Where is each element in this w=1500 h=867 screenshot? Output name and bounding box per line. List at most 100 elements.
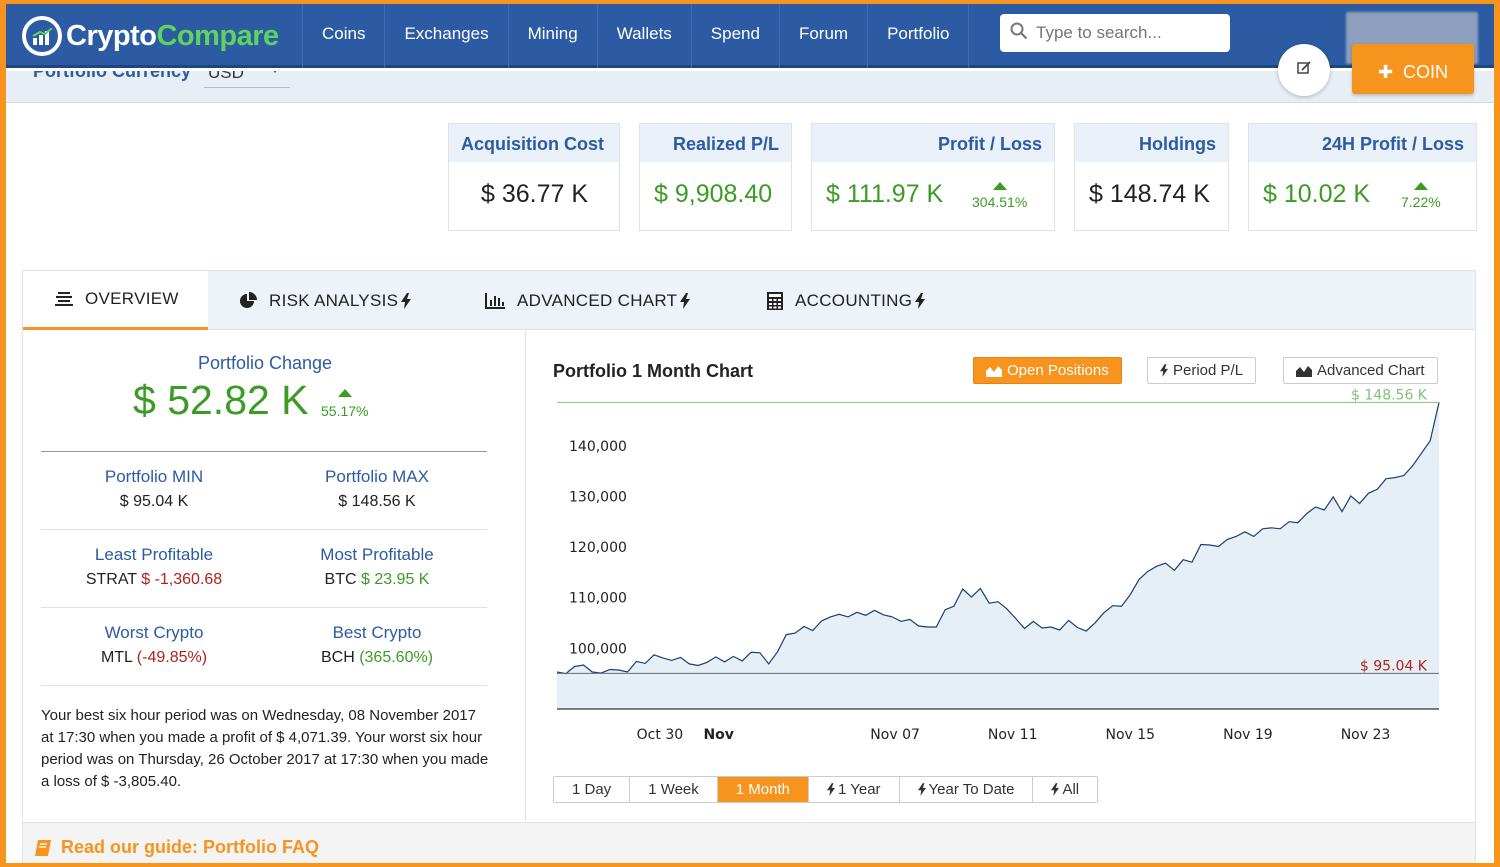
tab-accounting[interactable]: ACCOUNTING: [767, 271, 926, 330]
portfolio-line-chart: 90,000100,000110,000120,000130,000140,00…: [556, 387, 1440, 743]
range-1-day[interactable]: 1 Day: [554, 777, 631, 802]
card-label: Acquisition Cost: [449, 124, 619, 162]
six-hour-period-summary: Your best six hour period was on Wednesd…: [41, 707, 489, 790]
card-24h-profit-loss: 24H Profit / Loss $ 10.02 K 7.22%: [1248, 123, 1477, 231]
stat-label: Most Profitable: [320, 545, 434, 564]
x-tick-label: Nov 07: [870, 727, 920, 743]
area-chart-icon: [986, 364, 1002, 377]
open-positions-button[interactable]: Open Positions: [973, 357, 1122, 384]
portfolio-currency-select[interactable]: USD ▼: [204, 71, 290, 88]
search-icon: [1010, 22, 1028, 45]
add-coin-label: COIN: [1403, 62, 1449, 82]
open-positions-label: Open Positions: [1007, 362, 1109, 379]
worst-crypto: Worst Crypto MTL (-49.85%): [43, 623, 265, 667]
portfolio-min: Portfolio MIN $ 95.04 K: [43, 467, 265, 511]
chart-series-area: [557, 402, 1439, 709]
nav-spend[interactable]: Spend: [690, 4, 779, 68]
x-tick-label: Nov: [703, 727, 733, 743]
portfolio-faq-label: Read our guide: Portfolio FAQ: [61, 837, 319, 857]
range-1-month[interactable]: 1 Month: [717, 777, 809, 802]
range-1-week[interactable]: 1 Week: [630, 777, 718, 802]
card-pct: 7.22%: [1401, 182, 1441, 210]
tab-advanced-chart-label: ADVANCED CHART: [517, 290, 678, 310]
divider: [41, 529, 487, 530]
up-arrow-icon: [992, 182, 1007, 190]
card-value: $ 10.02 K: [1263, 180, 1371, 208]
stat-value: MTL (-49.85%): [100, 649, 208, 666]
x-tick-label: Oct 30: [637, 727, 683, 743]
brand-name: CryptoCompare: [66, 19, 279, 52]
plus-icon: ✚: [1377, 62, 1394, 82]
x-tick-label: Nov 11: [988, 727, 1038, 743]
tab-overview-label: OVERVIEW: [85, 289, 179, 308]
top-navbar: CryptoCompare Coins Exchanges Mining Wal…: [6, 4, 1494, 68]
portfolio-faq-link[interactable]: Read our guide: Portfolio FAQ: [35, 837, 319, 858]
advanced-chart-button[interactable]: Advanced Chart: [1283, 357, 1438, 384]
bolt-icon: [917, 783, 926, 796]
range-1-year[interactable]: 1 Year: [808, 777, 900, 802]
add-coin-button[interactable]: ✚ COIN: [1352, 44, 1474, 94]
chart-area: Portfolio 1 Month Chart Open Positions P…: [527, 331, 1475, 821]
stat-label: Portfolio MAX: [325, 467, 429, 486]
portfolio-change-pct: 55.17%: [321, 389, 368, 419]
period-pl-button[interactable]: Period P/L: [1147, 357, 1257, 384]
search-box: [1000, 14, 1230, 52]
bolt-icon: [680, 292, 691, 309]
nav-forum[interactable]: Forum: [778, 4, 867, 68]
caret-down-icon: ▼: [270, 71, 280, 76]
tab-bar: OVERVIEW RISK ANALYSIS ADVANCED CHART: [23, 271, 1475, 330]
card-label: Holdings: [1075, 124, 1228, 162]
nav-wallets[interactable]: Wallets: [596, 4, 691, 68]
card-label: Profit / Loss: [812, 124, 1054, 162]
edit-portfolio-button[interactable]: [1278, 44, 1330, 96]
portfolio-change-label: Portfolio Change: [197, 353, 333, 373]
x-tick-label: Nov 23: [1341, 727, 1391, 743]
card-value: $ 36.77 K: [481, 180, 589, 208]
stat-label: Best Crypto: [332, 623, 422, 642]
nav-exchanges[interactable]: Exchanges: [384, 4, 507, 68]
y-tick-label: 130,000: [569, 489, 627, 505]
chart-title: Portfolio 1 Month Chart: [553, 361, 753, 381]
portfolio-currency-label: Portfolio Currency: [33, 71, 192, 81]
brand-logo[interactable]: CryptoCompare: [22, 14, 279, 58]
tab-overview[interactable]: OVERVIEW: [23, 271, 208, 330]
bolt-icon: [401, 292, 412, 309]
stat-value: BTC $ 23.95 K: [324, 571, 430, 588]
portfolio-panel: OVERVIEW RISK ANALYSIS ADVANCED CHART: [22, 270, 1476, 863]
card-pct: 304.51%: [972, 182, 1027, 210]
min-reference-label: $ 95.04 K: [1360, 658, 1428, 674]
tab-accounting-label: ACCOUNTING: [795, 290, 913, 310]
portfolio-subbar: Portfolio Currency USD ▼: [6, 71, 1494, 103]
up-arrow-icon: [1413, 182, 1428, 190]
y-tick-label: 110,000: [569, 591, 627, 607]
period-pl-label: Period P/L: [1173, 362, 1244, 379]
bolt-icon: [1160, 364, 1168, 377]
divider: [41, 607, 487, 608]
search-input[interactable]: [1036, 23, 1216, 43]
range-year-to-date[interactable]: Year To Date: [899, 777, 1034, 802]
pie-chart-icon: [239, 291, 257, 310]
stat-label: Portfolio MIN: [104, 467, 204, 486]
nav-mining[interactable]: Mining: [507, 4, 597, 68]
y-tick-label: 140,000: [569, 439, 627, 455]
book-icon: [35, 839, 51, 856]
nav-portfolio[interactable]: Portfolio: [867, 4, 970, 68]
tab-advanced-chart[interactable]: ADVANCED CHART: [485, 271, 691, 330]
tab-risk-analysis[interactable]: RISK ANALYSIS: [239, 271, 412, 330]
card-holdings: Holdings $ 148.74 K: [1074, 123, 1229, 231]
stat-label: Worst Crypto: [104, 623, 204, 642]
y-tick-label: 120,000: [569, 540, 627, 556]
overview-summary: Portfolio Change $ 52.82 K 55.17% Portfo…: [23, 331, 526, 821]
nav-coins[interactable]: Coins: [302, 4, 384, 68]
logo-chart-icon: [22, 16, 62, 56]
area-chart-icon: [1296, 364, 1312, 377]
most-profitable: Most Profitable BTC $ 23.95 K: [266, 545, 488, 589]
card-value: $ 111.97 K: [826, 180, 944, 208]
range-all[interactable]: All: [1033, 777, 1098, 802]
divider: [41, 685, 487, 686]
bolt-icon: [1051, 783, 1060, 796]
page-frame: CryptoCompare Coins Exchanges Mining Wal…: [6, 4, 1494, 863]
stat-value: $ 95.04 K: [119, 493, 189, 510]
least-profitable: Least Profitable STRAT $ -1,360.68: [43, 545, 265, 589]
bolt-icon: [826, 783, 835, 796]
